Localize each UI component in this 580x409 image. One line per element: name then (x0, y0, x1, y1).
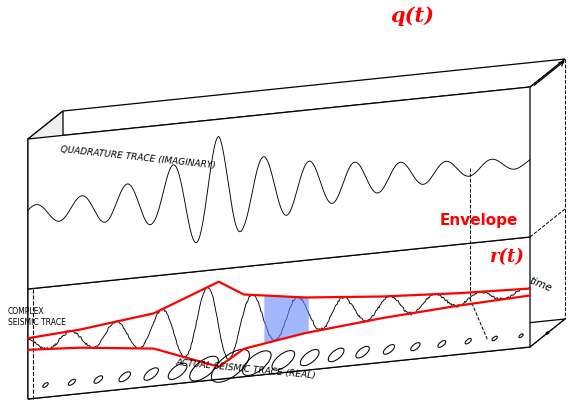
Text: ACTUAL SEISMIC TRACE (REAL): ACTUAL SEISMIC TRACE (REAL) (175, 357, 316, 379)
Polygon shape (28, 319, 565, 399)
Text: QUADRATURE TRACE (IMAGINARY): QUADRATURE TRACE (IMAGINARY) (60, 144, 216, 170)
Text: time: time (528, 275, 553, 293)
Polygon shape (28, 88, 530, 289)
Text: Envelope: Envelope (440, 213, 519, 227)
Text: q(t): q(t) (390, 6, 434, 26)
Polygon shape (28, 112, 63, 289)
Polygon shape (264, 296, 309, 344)
Polygon shape (28, 261, 63, 399)
Polygon shape (28, 60, 565, 139)
Polygon shape (28, 237, 530, 399)
Text: r(t): r(t) (490, 247, 525, 265)
Text: COMPLEX
SEISMIC TRACE: COMPLEX SEISMIC TRACE (8, 306, 66, 326)
